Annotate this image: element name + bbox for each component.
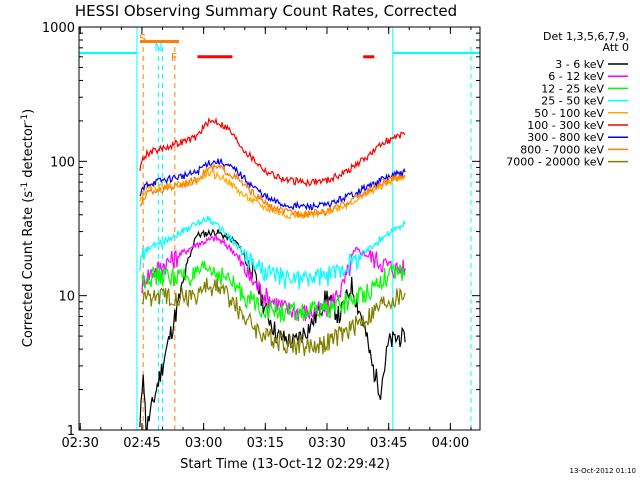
series-line-0	[139, 228, 406, 431]
y-axis-label-sup-1: -1	[20, 182, 30, 191]
marker-label-N: N	[154, 41, 162, 54]
y-axis-label: Corrected Count Rate (s-1 detector-1)	[20, 109, 36, 347]
legend-label-3: 25 - 50 keV	[541, 95, 604, 108]
x-tick-label-3: 03:15	[247, 436, 284, 451]
plot-layer: SNF	[79, 27, 480, 431]
marker-label-F: F	[171, 51, 177, 64]
y-axis-label-main: Corrected Count Rate (s	[21, 191, 36, 348]
y-axis-label-end: )	[21, 109, 36, 114]
legend-header-2: Att 0	[603, 41, 629, 54]
y-tick-label-3: 1000	[42, 21, 75, 36]
series-line-8	[141, 277, 406, 356]
series-line-7	[139, 163, 406, 219]
series-line-2	[141, 260, 406, 323]
x-tick-label-0: 02:30	[61, 436, 98, 451]
x-tick-label-6: 04:00	[432, 436, 469, 451]
plot-frame	[78, 26, 481, 431]
marker-label-S: S	[139, 32, 146, 45]
y-tick-label-2: 100	[50, 155, 75, 170]
y-axis-label-mid: detector	[21, 122, 36, 182]
footer-timestamp: 13-Oct-2012 01:10	[570, 467, 636, 475]
legend-label-6: 300 - 800 keV	[527, 131, 604, 144]
legend-label-8: 7000 - 20000 keV	[506, 156, 604, 169]
series-line-3	[139, 215, 406, 290]
axes-layer: 02:30 02:45 03:00 03:15 03:30 03:45 04:00 1 10 10…	[42, 21, 481, 451]
x-tick-label-1: 02:45	[123, 436, 160, 451]
x-tick-label-2: 03:00	[185, 436, 222, 451]
legend-label-2: 12 - 25 keV	[541, 82, 604, 95]
legend-label-0: 3 - 6 keV	[555, 58, 604, 71]
series-line-5	[139, 117, 406, 188]
legend-label-5: 100 - 300 keV	[527, 119, 604, 132]
y-tick-label-0: 1	[67, 424, 75, 439]
y-axis-label-sup-2: -1	[20, 114, 30, 123]
x-tick-label-4: 03:30	[308, 436, 345, 451]
series-line-6	[139, 158, 406, 211]
legend-label-1: 6 - 12 keV	[548, 70, 604, 83]
chart-title: HESSI Observing Summary Count Rates, Cor…	[75, 2, 457, 20]
legend-header-1: Det 1,3,5,6,7,9,	[543, 30, 629, 43]
x-axis-label: Start Time (13-Oct-12 02:29:42)	[180, 457, 390, 472]
x-tick-label-5: 03:45	[370, 436, 407, 451]
legend-label-7: 800 - 7000 keV	[520, 143, 604, 156]
y-tick-label-1: 10	[58, 290, 75, 305]
series-line-1	[141, 232, 406, 322]
legend-label-4: 50 - 100 keV	[534, 107, 604, 120]
